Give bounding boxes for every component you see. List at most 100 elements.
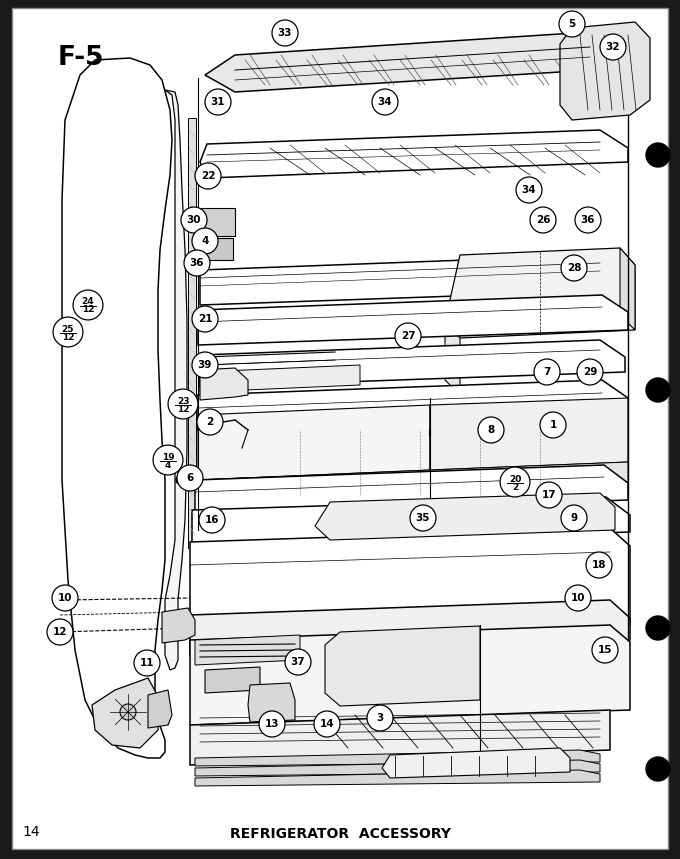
Text: 16: 16 <box>205 515 219 525</box>
Circle shape <box>478 417 504 443</box>
Polygon shape <box>205 32 625 92</box>
Text: 39: 39 <box>198 360 212 370</box>
Polygon shape <box>198 380 628 430</box>
Text: 19: 19 <box>162 453 174 461</box>
Polygon shape <box>430 398 628 470</box>
Circle shape <box>367 705 393 731</box>
Text: 20: 20 <box>509 474 521 484</box>
Polygon shape <box>195 750 600 766</box>
Polygon shape <box>162 608 195 643</box>
Circle shape <box>176 476 184 484</box>
Polygon shape <box>190 710 610 765</box>
Text: 1: 1 <box>549 420 557 430</box>
Text: 34: 34 <box>377 97 392 107</box>
Circle shape <box>197 409 223 435</box>
Text: 14: 14 <box>320 719 335 729</box>
Text: REFRIGERATOR  ACCESSORY: REFRIGERATOR ACCESSORY <box>230 827 450 841</box>
Text: 21: 21 <box>198 314 212 324</box>
Text: 15: 15 <box>598 645 612 655</box>
Circle shape <box>314 711 340 737</box>
Circle shape <box>600 34 626 60</box>
Circle shape <box>646 378 670 402</box>
Circle shape <box>47 619 73 645</box>
Text: 23: 23 <box>177 397 189 405</box>
Polygon shape <box>92 678 160 748</box>
Circle shape <box>192 228 218 254</box>
Text: 12: 12 <box>82 306 95 314</box>
Polygon shape <box>382 748 570 778</box>
Text: 3: 3 <box>376 713 384 723</box>
Circle shape <box>168 389 198 419</box>
Polygon shape <box>620 248 635 330</box>
Text: 2: 2 <box>206 417 214 427</box>
Circle shape <box>372 89 398 115</box>
Polygon shape <box>325 626 480 706</box>
Polygon shape <box>200 365 360 392</box>
Circle shape <box>195 163 221 189</box>
Text: 29: 29 <box>583 367 597 377</box>
Circle shape <box>192 306 218 332</box>
Circle shape <box>192 352 218 378</box>
Polygon shape <box>430 462 628 498</box>
Text: 31: 31 <box>211 97 225 107</box>
Circle shape <box>120 704 136 720</box>
Text: F-5: F-5 <box>58 45 105 71</box>
Circle shape <box>575 207 601 233</box>
Circle shape <box>73 290 103 320</box>
Polygon shape <box>445 248 635 338</box>
Polygon shape <box>190 528 630 640</box>
Polygon shape <box>315 493 615 540</box>
Bar <box>200 208 235 236</box>
Polygon shape <box>200 130 628 178</box>
Text: 12: 12 <box>53 627 67 637</box>
Text: 9: 9 <box>571 513 577 523</box>
Polygon shape <box>248 683 295 722</box>
Circle shape <box>530 207 556 233</box>
Text: 13: 13 <box>265 719 279 729</box>
Text: 36: 36 <box>190 258 204 268</box>
Circle shape <box>534 359 560 385</box>
Text: 14: 14 <box>22 825 39 839</box>
Polygon shape <box>190 600 630 655</box>
Polygon shape <box>198 295 628 345</box>
Text: 10: 10 <box>571 593 585 603</box>
Circle shape <box>184 250 210 276</box>
Circle shape <box>516 177 542 203</box>
Text: 11: 11 <box>140 658 154 668</box>
Text: 12: 12 <box>177 405 189 413</box>
Text: 6: 6 <box>186 473 194 483</box>
Text: 18: 18 <box>592 560 607 570</box>
Circle shape <box>561 505 587 531</box>
Circle shape <box>285 649 311 675</box>
Polygon shape <box>195 760 600 776</box>
Circle shape <box>410 505 436 531</box>
Text: 35: 35 <box>415 513 430 523</box>
Polygon shape <box>198 405 430 480</box>
Polygon shape <box>200 340 625 387</box>
Circle shape <box>565 585 591 611</box>
Polygon shape <box>200 255 628 305</box>
Circle shape <box>272 20 298 46</box>
Text: 12: 12 <box>62 332 74 342</box>
Text: 36: 36 <box>581 215 595 225</box>
Text: 27: 27 <box>401 331 415 341</box>
Circle shape <box>153 445 183 475</box>
Text: 8: 8 <box>488 425 494 435</box>
Text: 30: 30 <box>187 215 201 225</box>
Circle shape <box>540 412 566 438</box>
Circle shape <box>395 323 421 349</box>
Text: 22: 22 <box>201 171 216 181</box>
Text: 24: 24 <box>82 297 95 307</box>
Polygon shape <box>195 770 600 786</box>
Text: 33: 33 <box>277 28 292 38</box>
Polygon shape <box>148 690 172 728</box>
Text: 7: 7 <box>543 367 551 377</box>
Polygon shape <box>62 58 172 758</box>
Polygon shape <box>205 667 260 693</box>
Polygon shape <box>198 470 430 510</box>
Circle shape <box>559 11 585 37</box>
Polygon shape <box>195 465 628 515</box>
Circle shape <box>592 637 618 663</box>
Circle shape <box>577 359 603 385</box>
Text: 37: 37 <box>290 657 305 667</box>
